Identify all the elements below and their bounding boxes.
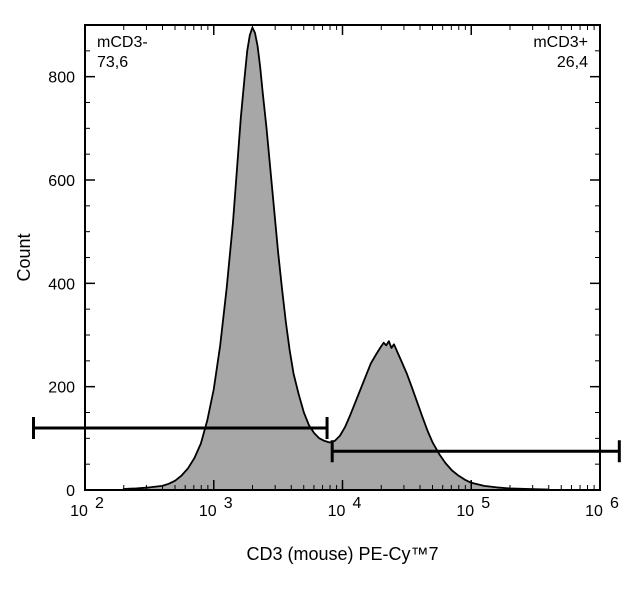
chart-svg: 10 2 10 3 10 4 10 5 10 6 0 200 400 600 800 Count CD3 (mo… [0, 0, 625, 603]
flow-cytometry-histogram: 10 2 10 3 10 4 10 5 10 6 0 200 400 600 800 Count CD3 (mo… [0, 0, 625, 603]
x-tick-exp: 5 [481, 495, 490, 512]
plot-border [85, 25, 600, 490]
x-tick-label: 10 [456, 503, 474, 520]
gate-percent-0: 73,6 [97, 54, 128, 71]
y-axis-label: Count [14, 233, 34, 281]
x-tick-exp: 6 [610, 495, 619, 512]
y-tick-label: 200 [48, 380, 75, 397]
x-tick-label: 10 [199, 503, 217, 520]
x-tick-label: 10 [70, 503, 88, 520]
x-tick-exp: 4 [353, 495, 362, 512]
gate-percent-1: 26,4 [557, 54, 588, 71]
y-tick-label: 800 [48, 70, 75, 87]
x-tick-label: 10 [585, 503, 603, 520]
x-tick-exp: 3 [224, 495, 233, 512]
y-tick-label: 400 [48, 276, 75, 293]
gate-name-0: mCD3- [97, 34, 148, 51]
histogram-area [124, 28, 549, 490]
y-tick-label: 600 [48, 173, 75, 190]
x-tick-exp: 2 [95, 495, 104, 512]
x-tick-label: 10 [328, 503, 346, 520]
x-axis-label: CD3 (mouse) PE-Cy™7 [246, 544, 438, 564]
gate-name-1: mCD3+ [533, 34, 588, 51]
y-tick-label: 0 [66, 483, 75, 500]
